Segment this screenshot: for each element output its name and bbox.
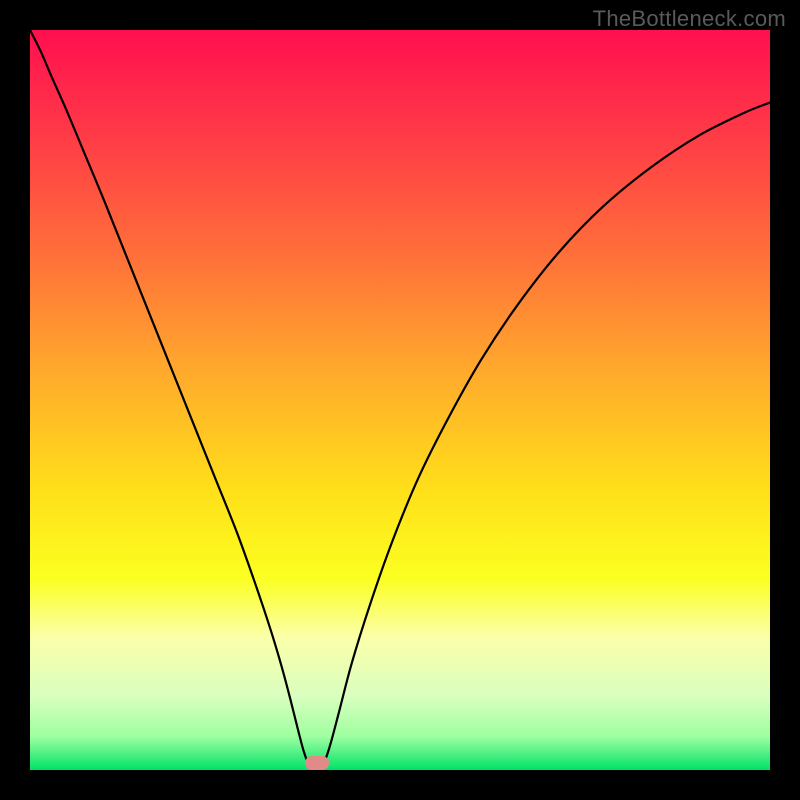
watermark-text: TheBottleneck.com	[593, 6, 786, 32]
minimum-marker	[305, 756, 329, 770]
plot-area	[30, 30, 770, 770]
bottleneck-curve	[30, 30, 770, 770]
